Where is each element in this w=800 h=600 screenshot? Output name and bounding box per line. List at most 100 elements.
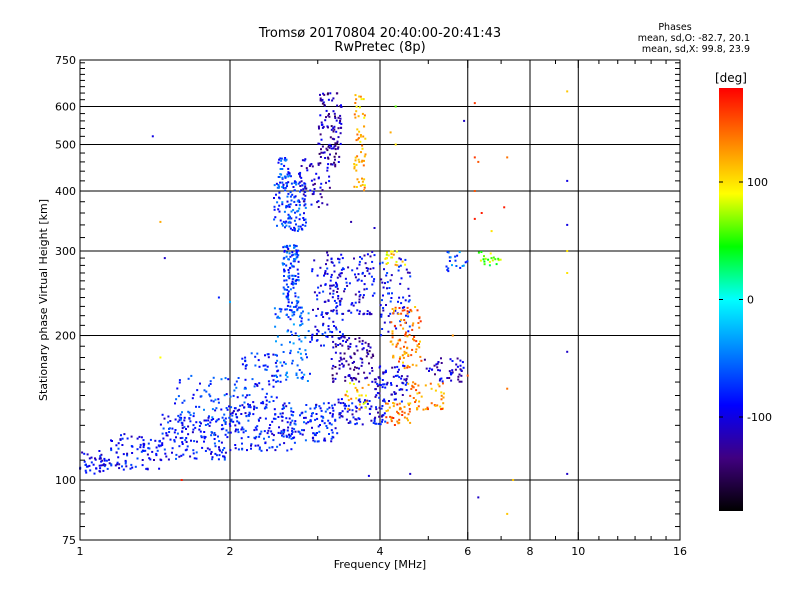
data-point xyxy=(348,337,351,340)
data-point xyxy=(359,256,362,258)
data-point xyxy=(174,418,177,421)
data-point xyxy=(287,286,290,288)
data-point xyxy=(499,258,502,261)
data-point xyxy=(274,449,277,452)
data-point xyxy=(412,381,415,384)
data-point xyxy=(224,451,227,454)
data-point xyxy=(355,139,358,142)
data-point xyxy=(223,394,226,397)
data-point xyxy=(241,426,244,429)
data-point xyxy=(291,229,294,231)
data-point xyxy=(198,428,201,431)
data-point xyxy=(281,419,284,422)
data-point xyxy=(295,374,298,376)
data-point xyxy=(354,102,357,104)
data-point xyxy=(139,443,142,446)
data-point xyxy=(415,389,418,392)
data-point xyxy=(232,410,235,413)
data-point xyxy=(290,410,293,413)
data-point xyxy=(256,352,259,355)
data-point xyxy=(355,397,358,400)
data-point xyxy=(227,378,230,381)
data-point xyxy=(300,176,303,179)
data-point xyxy=(328,422,331,425)
data-point xyxy=(396,420,399,423)
data-point xyxy=(368,362,370,365)
data-point xyxy=(345,418,348,421)
data-point xyxy=(337,295,340,297)
data-point xyxy=(330,423,333,426)
data-point xyxy=(332,97,335,100)
data-point xyxy=(289,255,292,258)
data-point xyxy=(277,161,280,164)
data-point xyxy=(280,157,283,160)
data-point xyxy=(336,92,339,95)
data-point xyxy=(174,402,176,405)
data-point xyxy=(397,313,400,315)
data-point xyxy=(289,305,292,308)
data-point xyxy=(363,186,366,189)
data-point xyxy=(384,369,387,372)
data-point xyxy=(333,403,336,406)
data-point xyxy=(298,218,301,221)
data-point xyxy=(317,200,320,203)
data-point xyxy=(358,337,361,340)
data-point xyxy=(230,406,233,409)
data-point xyxy=(456,254,459,257)
data-point xyxy=(490,257,493,260)
data-point xyxy=(339,142,342,145)
data-point xyxy=(283,361,286,364)
data-point xyxy=(410,388,413,390)
data-point xyxy=(392,417,395,419)
data-point xyxy=(368,400,371,402)
data-point xyxy=(226,408,229,411)
data-point xyxy=(290,210,293,213)
data-point xyxy=(289,203,292,206)
data-point xyxy=(353,185,356,188)
data-point xyxy=(372,267,375,270)
data-point xyxy=(333,264,336,267)
data-point xyxy=(412,338,414,341)
data-point xyxy=(219,449,221,452)
data-point xyxy=(331,137,334,140)
data-point xyxy=(298,181,301,184)
data-point xyxy=(265,368,268,371)
data-point xyxy=(316,298,319,301)
data-point xyxy=(359,135,362,138)
data-point xyxy=(292,323,295,326)
data-point xyxy=(130,463,133,466)
data-point xyxy=(288,436,291,439)
data-point xyxy=(391,332,394,335)
data-point xyxy=(356,279,359,282)
data-point xyxy=(405,351,408,354)
data-point xyxy=(283,210,286,213)
data-point xyxy=(415,348,418,351)
data-point xyxy=(316,201,319,204)
data-point xyxy=(381,328,384,330)
data-point xyxy=(362,402,365,405)
data-point xyxy=(411,363,414,366)
data-point xyxy=(396,342,399,345)
data-point xyxy=(480,212,483,214)
data-point xyxy=(294,423,297,426)
data-point xyxy=(358,160,361,163)
data-point xyxy=(214,445,217,448)
data-point xyxy=(367,345,370,348)
data-point xyxy=(316,417,319,420)
data-point xyxy=(364,341,367,344)
data-point xyxy=(406,271,409,274)
data-point xyxy=(406,312,409,315)
data-point xyxy=(451,264,453,267)
data-point xyxy=(218,440,221,443)
data-point xyxy=(295,223,297,226)
data-point xyxy=(275,396,278,399)
data-point xyxy=(108,458,110,461)
data-point xyxy=(142,444,145,447)
data-point xyxy=(248,411,251,414)
data-point xyxy=(348,374,351,376)
data-point xyxy=(412,397,415,399)
data-point xyxy=(361,342,364,345)
data-point xyxy=(146,468,149,471)
data-point xyxy=(330,125,333,128)
data-point xyxy=(375,422,378,425)
